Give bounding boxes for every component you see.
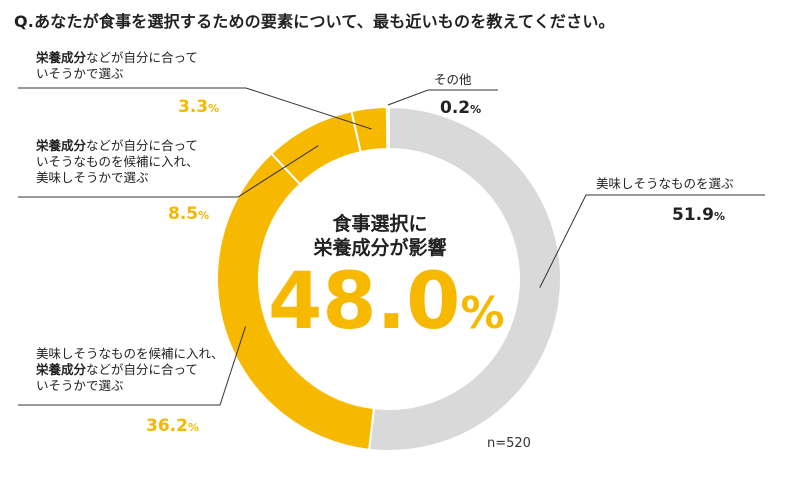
label-ntt-line3: 美味しそうかで選ぶ xyxy=(36,170,149,185)
pct-ntt-value: 8.5 xyxy=(168,204,199,224)
label-other: その他 xyxy=(434,72,472,88)
sample-size: n=520 xyxy=(487,436,531,451)
label-other-line1: その他 xyxy=(434,72,472,87)
pct-other: 0.2% xyxy=(440,98,481,118)
leader-line-tasty-then-nutrition xyxy=(18,326,247,406)
leader-line-tasty xyxy=(539,194,765,288)
center-unit: % xyxy=(460,288,505,339)
label-no-rest: などが自分に合って xyxy=(86,50,198,65)
leader-line-other xyxy=(387,89,498,106)
label-ttn-rest: などが自分に合って xyxy=(86,362,198,377)
center-heading-line2: 栄養成分が影響 xyxy=(313,237,447,259)
pct-other-value: 0.2 xyxy=(440,98,471,118)
label-ttn-line1: 美味しそうなものを候補に入れ、 xyxy=(36,346,224,361)
label-no-line2: いそうかで選ぶ xyxy=(36,66,124,81)
center-big-percentage: 48.0% xyxy=(268,262,508,354)
leader-line-nutrition-then-tasty xyxy=(18,145,319,198)
leader-line-nutrition-only xyxy=(18,87,372,130)
label-tasty-then-nutrition: 美味しそうなものを候補に入れ、 栄養成分などが自分に合って いそうかで選ぶ xyxy=(36,346,224,394)
label-ttn-line3: いそうかで選ぶ xyxy=(36,378,124,393)
pct-ttn-unit: % xyxy=(187,421,199,434)
question-title: Q.あなたが食事を選択するための要素について、最も近いものを教えてください。 xyxy=(14,12,615,31)
pct-nutrition-then-tasty: 8.5% xyxy=(168,204,209,224)
pct-no-value: 3.3 xyxy=(178,97,209,117)
label-ttn-bold: 栄養成分 xyxy=(36,362,87,377)
pct-tasty-value: 51.9 xyxy=(672,205,714,225)
pct-tasty: 51.9% xyxy=(672,205,725,225)
pct-ttn-value: 36.2 xyxy=(146,416,188,436)
pct-no-unit: % xyxy=(208,102,220,115)
label-nutrition-only: 栄養成分などが自分に合って いそうかで選ぶ xyxy=(36,50,198,82)
center-heading-line1: 食事選択に xyxy=(332,213,428,235)
pct-nutrition-only: 3.3% xyxy=(178,97,219,117)
center-value: 48.0 xyxy=(268,257,461,347)
label-no-bold: 栄養成分 xyxy=(36,50,87,65)
label-tasty: 美味しそうなものを選ぶ xyxy=(596,176,734,192)
donut-slice-other xyxy=(385,105,390,151)
label-tasty-line1: 美味しそうなものを選ぶ xyxy=(596,176,734,191)
pct-ntt-unit: % xyxy=(198,209,210,222)
pct-other-unit: % xyxy=(470,103,482,116)
label-nutrition-then-tasty: 栄養成分などが自分に合って いそうなものを候補に入れ、 美味しそうかで選ぶ xyxy=(36,138,199,186)
donut-slice-tasty xyxy=(367,105,562,452)
label-ttn-line2: 栄養成分などが自分に合って xyxy=(36,362,224,378)
label-ntt-line2: いそうなものを候補に入れ、 xyxy=(36,154,199,169)
pct-tasty-unit: % xyxy=(713,210,725,223)
label-ntt-rest: などが自分に合って xyxy=(86,138,198,153)
label-no-line1: 栄養成分などが自分に合って xyxy=(36,50,198,66)
pct-tasty-then-nutrition: 36.2% xyxy=(146,416,199,436)
label-ntt-bold: 栄養成分 xyxy=(36,138,87,153)
label-ntt-line1: 栄養成分などが自分に合って xyxy=(36,138,199,154)
